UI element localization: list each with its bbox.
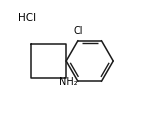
Text: HCl: HCl	[18, 13, 36, 23]
Text: NH₂: NH₂	[59, 77, 77, 87]
Text: Cl: Cl	[73, 26, 83, 36]
